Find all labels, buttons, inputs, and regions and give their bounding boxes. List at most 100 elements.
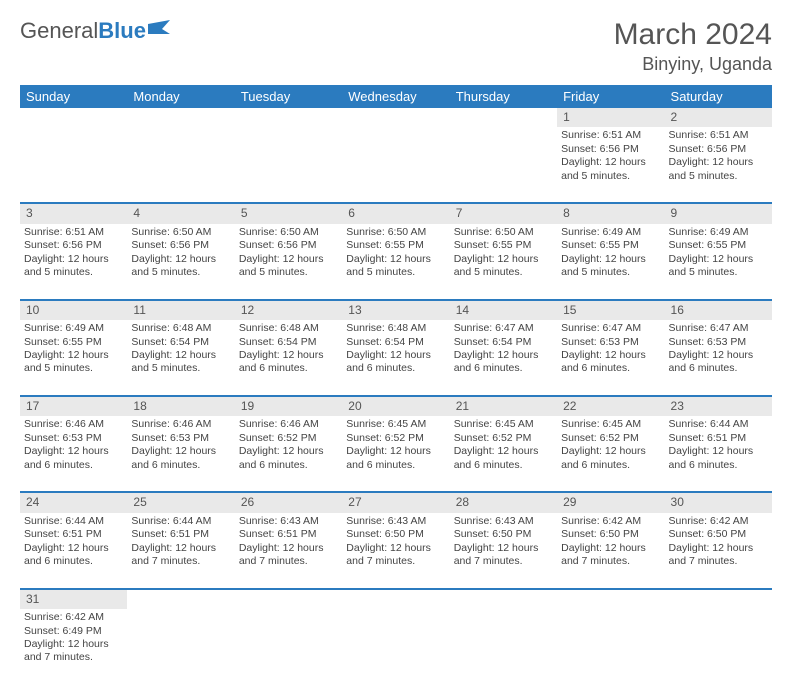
day-cell: Sunrise: 6:49 AMSunset: 6:55 PMDaylight:… <box>665 224 772 300</box>
day-number: 1 <box>557 108 664 127</box>
day-body-row: Sunrise: 6:51 AMSunset: 6:56 PMDaylight:… <box>20 127 772 203</box>
day-number: 8 <box>557 203 664 223</box>
day-number: 5 <box>235 203 342 223</box>
day-body-row: Sunrise: 6:42 AMSunset: 6:49 PMDaylight:… <box>20 609 772 685</box>
day-cell: Sunrise: 6:48 AMSunset: 6:54 PMDaylight:… <box>127 320 234 396</box>
page-header: GeneralBlue March 2024 Binyiny, Uganda <box>20 18 772 75</box>
weekday-header: Sunday <box>20 85 127 108</box>
day-number <box>20 108 127 127</box>
day-cell: Sunrise: 6:43 AMSunset: 6:50 PMDaylight:… <box>342 513 449 589</box>
day-cell <box>342 127 449 203</box>
day-number: 10 <box>20 300 127 320</box>
calendar-body: 12Sunrise: 6:51 AMSunset: 6:56 PMDayligh… <box>20 108 772 685</box>
day-cell: Sunrise: 6:45 AMSunset: 6:52 PMDaylight:… <box>342 416 449 492</box>
day-number: 21 <box>450 396 557 416</box>
day-cell: Sunrise: 6:46 AMSunset: 6:53 PMDaylight:… <box>127 416 234 492</box>
day-number <box>127 108 234 127</box>
brand-name-1: General <box>20 18 98 44</box>
day-number <box>342 589 449 609</box>
day-number <box>665 589 772 609</box>
day-number: 15 <box>557 300 664 320</box>
day-cell <box>127 609 234 685</box>
day-number: 29 <box>557 492 664 512</box>
day-cell: Sunrise: 6:44 AMSunset: 6:51 PMDaylight:… <box>20 513 127 589</box>
day-number: 7 <box>450 203 557 223</box>
day-number <box>342 108 449 127</box>
day-cell: Sunrise: 6:47 AMSunset: 6:54 PMDaylight:… <box>450 320 557 396</box>
day-number <box>127 589 234 609</box>
day-number-row: 17181920212223 <box>20 396 772 416</box>
day-cell <box>450 127 557 203</box>
day-number: 31 <box>20 589 127 609</box>
day-cell: Sunrise: 6:47 AMSunset: 6:53 PMDaylight:… <box>557 320 664 396</box>
day-cell: Sunrise: 6:51 AMSunset: 6:56 PMDaylight:… <box>20 224 127 300</box>
day-number-row: 12 <box>20 108 772 127</box>
day-body-row: Sunrise: 6:51 AMSunset: 6:56 PMDaylight:… <box>20 224 772 300</box>
day-cell: Sunrise: 6:44 AMSunset: 6:51 PMDaylight:… <box>127 513 234 589</box>
day-cell <box>127 127 234 203</box>
day-number: 27 <box>342 492 449 512</box>
weekday-header: Monday <box>127 85 234 108</box>
day-cell <box>665 609 772 685</box>
day-number: 28 <box>450 492 557 512</box>
day-number <box>450 589 557 609</box>
day-number <box>235 589 342 609</box>
day-cell <box>235 127 342 203</box>
day-cell: Sunrise: 6:50 AMSunset: 6:56 PMDaylight:… <box>127 224 234 300</box>
weekday-header: Thursday <box>450 85 557 108</box>
day-cell: Sunrise: 6:50 AMSunset: 6:56 PMDaylight:… <box>235 224 342 300</box>
day-number-row: 3456789 <box>20 203 772 223</box>
calendar-table: Sunday Monday Tuesday Wednesday Thursday… <box>20 85 772 685</box>
weekday-header: Saturday <box>665 85 772 108</box>
day-cell: Sunrise: 6:42 AMSunset: 6:49 PMDaylight:… <box>20 609 127 685</box>
day-cell: Sunrise: 6:42 AMSunset: 6:50 PMDaylight:… <box>557 513 664 589</box>
day-cell: Sunrise: 6:49 AMSunset: 6:55 PMDaylight:… <box>557 224 664 300</box>
day-cell <box>342 609 449 685</box>
day-number-row: 10111213141516 <box>20 300 772 320</box>
day-cell <box>450 609 557 685</box>
day-number <box>235 108 342 127</box>
day-number: 22 <box>557 396 664 416</box>
brand-name-2: Blue <box>98 18 146 44</box>
day-cell: Sunrise: 6:48 AMSunset: 6:54 PMDaylight:… <box>235 320 342 396</box>
day-number: 9 <box>665 203 772 223</box>
weekday-header: Tuesday <box>235 85 342 108</box>
day-number: 17 <box>20 396 127 416</box>
day-cell: Sunrise: 6:43 AMSunset: 6:51 PMDaylight:… <box>235 513 342 589</box>
day-number: 16 <box>665 300 772 320</box>
day-cell: Sunrise: 6:44 AMSunset: 6:51 PMDaylight:… <box>665 416 772 492</box>
day-cell: Sunrise: 6:50 AMSunset: 6:55 PMDaylight:… <box>450 224 557 300</box>
title-block: March 2024 Binyiny, Uganda <box>614 18 772 75</box>
day-number: 26 <box>235 492 342 512</box>
day-number: 23 <box>665 396 772 416</box>
day-number: 30 <box>665 492 772 512</box>
day-cell: Sunrise: 6:49 AMSunset: 6:55 PMDaylight:… <box>20 320 127 396</box>
weekday-header-row: Sunday Monday Tuesday Wednesday Thursday… <box>20 85 772 108</box>
day-number-row: 31 <box>20 589 772 609</box>
day-number: 12 <box>235 300 342 320</box>
day-number: 6 <box>342 203 449 223</box>
day-cell <box>557 609 664 685</box>
day-number: 24 <box>20 492 127 512</box>
day-cell: Sunrise: 6:42 AMSunset: 6:50 PMDaylight:… <box>665 513 772 589</box>
day-number-row: 24252627282930 <box>20 492 772 512</box>
day-number: 3 <box>20 203 127 223</box>
day-cell: Sunrise: 6:51 AMSunset: 6:56 PMDaylight:… <box>665 127 772 203</box>
location-label: Binyiny, Uganda <box>614 54 772 75</box>
day-number <box>557 589 664 609</box>
weekday-header: Wednesday <box>342 85 449 108</box>
day-body-row: Sunrise: 6:49 AMSunset: 6:55 PMDaylight:… <box>20 320 772 396</box>
day-cell: Sunrise: 6:51 AMSunset: 6:56 PMDaylight:… <box>557 127 664 203</box>
day-cell: Sunrise: 6:46 AMSunset: 6:53 PMDaylight:… <box>20 416 127 492</box>
month-title: March 2024 <box>614 18 772 52</box>
day-cell: Sunrise: 6:50 AMSunset: 6:55 PMDaylight:… <box>342 224 449 300</box>
day-cell <box>235 609 342 685</box>
day-number: 11 <box>127 300 234 320</box>
day-body-row: Sunrise: 6:46 AMSunset: 6:53 PMDaylight:… <box>20 416 772 492</box>
day-cell: Sunrise: 6:47 AMSunset: 6:53 PMDaylight:… <box>665 320 772 396</box>
brand-logo: GeneralBlue <box>20 18 174 44</box>
day-number: 4 <box>127 203 234 223</box>
weekday-header: Friday <box>557 85 664 108</box>
day-number: 25 <box>127 492 234 512</box>
day-number: 20 <box>342 396 449 416</box>
